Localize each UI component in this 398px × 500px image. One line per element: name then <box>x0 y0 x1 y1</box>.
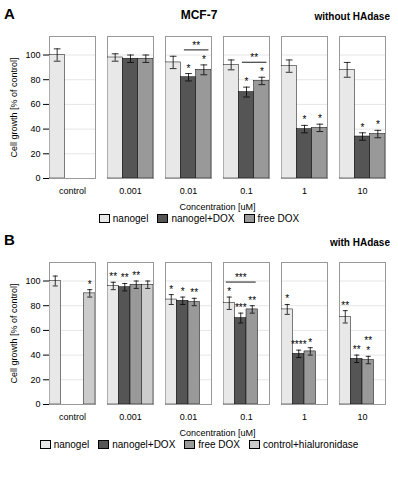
svg-text:0: 0 <box>35 399 40 409</box>
svg-text:100: 100 <box>25 276 40 286</box>
html-text:free DOX: free DOX <box>198 439 240 450</box>
html-text:MCF-7: MCF-7 <box>180 8 218 22</box>
svg-text:control: control <box>59 412 86 422</box>
svg-text:**: ** <box>192 40 200 51</box>
svg-text:80: 80 <box>30 301 40 311</box>
svg-text:*: * <box>376 119 380 130</box>
html-text:A: A <box>4 5 15 22</box>
html-text:nanogel+DOX: nanogel+DOX <box>171 213 235 224</box>
svg-text:Concentration [uM]: Concentration [uM] <box>179 202 255 212</box>
svg-text:10: 10 <box>357 412 367 422</box>
svg-text:1: 1 <box>302 186 307 196</box>
svg-text:Cell growth [% of control]: Cell growth [% of control] <box>9 283 19 383</box>
svg-text:*: * <box>169 284 173 295</box>
svg-text:40: 40 <box>30 124 40 134</box>
html-text:nanogel: nanogel <box>112 213 149 224</box>
svg-text:**: ** <box>353 344 361 355</box>
svg-text:0.001: 0.001 <box>119 186 142 196</box>
svg-text:**: ** <box>250 52 258 63</box>
svg-text:**: ** <box>248 295 256 306</box>
svg-text:80: 80 <box>30 75 40 85</box>
svg-text:*: * <box>366 345 370 356</box>
svg-text:40: 40 <box>30 350 40 360</box>
svg-text:****: **** <box>291 339 307 350</box>
svg-text:0.001: 0.001 <box>119 412 142 422</box>
html-text:without HAdase: without HAdase <box>314 11 390 22</box>
svg-text:60: 60 <box>30 99 40 109</box>
svg-text:**: ** <box>341 300 349 311</box>
svg-text:*: * <box>202 54 206 65</box>
html-text:control+hialuronidase: control+hialuronidase <box>263 439 359 450</box>
svg-text:100: 100 <box>25 50 40 60</box>
svg-text:1: 1 <box>302 412 307 422</box>
svg-text:*: * <box>260 66 264 77</box>
svg-text:*: * <box>187 63 191 74</box>
svg-text:*: * <box>318 113 322 124</box>
svg-text:*: * <box>303 114 307 125</box>
svg-text:*: * <box>88 279 92 290</box>
svg-text:***: *** <box>235 302 247 313</box>
svg-text:0.01: 0.01 <box>180 412 198 422</box>
svg-text:*: * <box>361 122 365 133</box>
svg-text:control: control <box>59 186 86 196</box>
svg-text:**: ** <box>109 271 117 282</box>
svg-text:0.1: 0.1 <box>240 186 253 196</box>
svg-text:20: 20 <box>30 149 40 159</box>
svg-text:**: ** <box>132 270 140 281</box>
svg-text:0: 0 <box>35 173 40 183</box>
svg-text:*: * <box>227 286 231 297</box>
svg-text:0.1: 0.1 <box>240 412 253 422</box>
svg-text:Cell growth [% of control]: Cell growth [% of control] <box>9 57 19 157</box>
html-text:nanogel+DOX: nanogel+DOX <box>112 439 176 450</box>
svg-text:20: 20 <box>30 375 40 385</box>
svg-text:**: ** <box>121 272 129 283</box>
svg-text:**: ** <box>364 335 372 346</box>
svg-text:*: * <box>285 293 289 304</box>
html-text:nanogel: nanogel <box>53 439 90 450</box>
svg-text:60: 60 <box>30 325 40 335</box>
svg-text:*: * <box>181 286 185 297</box>
svg-text:10: 10 <box>357 186 367 196</box>
svg-text:*: * <box>308 337 312 348</box>
svg-text:***: *** <box>235 272 247 283</box>
html-text:with HAdase: with HAdase <box>330 237 390 248</box>
html-text:free DOX: free DOX <box>257 213 300 224</box>
svg-text:0.01: 0.01 <box>180 186 198 196</box>
svg-text:Concentration [uM]: Concentration [uM] <box>179 428 255 438</box>
html-text:B: B <box>4 231 15 248</box>
svg-text:**: ** <box>190 287 198 298</box>
svg-text:*: * <box>245 76 249 87</box>
